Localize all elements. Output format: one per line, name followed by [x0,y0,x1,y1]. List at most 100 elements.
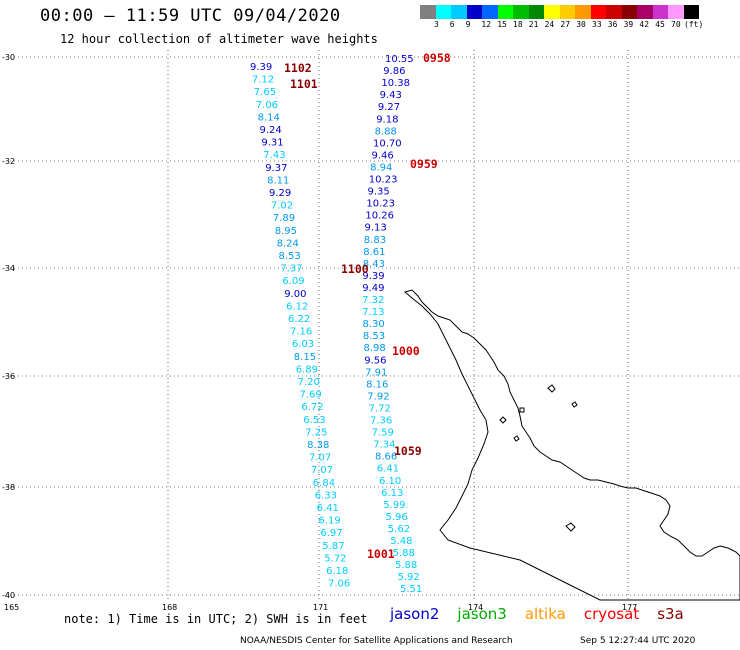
wave-height-label: 9.18 [376,114,398,125]
mission-altika: altika [524,605,566,623]
legend-tick-label: 30 [576,20,586,29]
pass-time-label: 1100 [341,262,369,276]
wave-height-label: 9.27 [378,102,400,113]
wave-height-label: 6.33 [315,490,337,501]
wave-height-label: 7.16 [290,327,312,338]
pass-time-label: 1101 [290,77,318,91]
wave-height-label: 6.03 [292,339,314,350]
lon-label: 174 [468,603,483,612]
wave-height-label: 6.72 [301,402,323,413]
wave-height-label: 9.13 [365,223,387,234]
wave-height-label: 8.11 [267,175,289,186]
coastline-new-zealand [403,289,740,601]
wave-height-label: 9.35 [368,187,390,198]
wave-height-label: 7.06 [256,100,278,111]
pass-time-label: 0958 [423,51,451,65]
legend-swatch [621,5,637,19]
pass-time-label: 0959 [410,157,438,171]
legend-tick-label: 42 [639,20,650,29]
legend-swatches [420,5,740,19]
wave-height-label: 7.25 [305,427,327,438]
page-subtitle: 12 hour collection of altimeter wave hei… [60,32,378,46]
lon-label: 165 [4,603,19,612]
wave-height-label: 6.12 [286,301,308,312]
legend-swatch [606,5,622,19]
wave-height-label: 8.53 [279,251,301,262]
legend-unit: (ft) [684,20,704,29]
wave-height-label: 5.96 [386,512,408,523]
legend-swatch [590,5,606,19]
wave-height-label: 8.98 [364,343,386,354]
legend-swatch [497,5,513,19]
wave-height-label: 9.39 [250,62,272,73]
wave-height-label: 7.32 [362,295,384,306]
legend-swatch [544,5,560,19]
legend-tick-label: 6 [449,20,455,29]
legend-tick-label: 36 [607,20,618,29]
legend-tick-label: 12 [481,20,492,29]
lat-label: -32 [2,157,15,166]
wave-height-label: 10.70 [373,138,402,149]
lat-label: -38 [2,483,15,492]
legend-tick-label: 15 [497,20,507,29]
legend-swatch [575,5,591,19]
legend-swatch [559,5,575,19]
legend-swatch [637,5,653,19]
lat-label: -36 [2,372,15,381]
wave-height-label: 5.88 [393,548,415,559]
wave-height-label: 8.30 [363,319,385,330]
wave-height-label: 5.88 [395,560,417,571]
wave-height-label: 9.39 [362,271,384,282]
legend-tick-label: 39 [623,20,634,29]
mission-s3a: s3a [657,605,684,623]
wave-height-label: 10.38 [381,78,410,89]
coastline-islands [499,384,578,532]
wave-height-label: 6.84 [313,478,335,489]
wave-height-label: 7.92 [367,391,389,402]
wave-height-label: 6.22 [288,314,310,325]
pass-time-label: 1102 [284,61,312,75]
wave-height-label: 8.83 [364,235,386,246]
wave-height-label: 8.38 [307,440,329,451]
wave-height-label: 7.36 [370,416,392,427]
wave-height-label: 7.72 [369,404,391,415]
lon-label: 168 [162,603,177,612]
wave-height-label: 5.72 [324,553,346,564]
wave-height-label: 7.07 [311,465,333,476]
color-legend: 3 6 9 12 15 18 21 24 27 30 33 36 39 42 45 70 (ft) [420,5,740,31]
footer-note: note: 1) Time is in UTC; 2) SWH is in fe… [64,612,368,626]
wave-height-label: 10.23 [369,175,398,186]
legend-tick-label: 27 [560,20,571,29]
wave-height-label: 7.02 [271,201,293,212]
mission-cryosat: cryosat [583,605,640,623]
legend-swatch [482,5,498,19]
wave-height-label: 10.23 [366,199,395,210]
wave-height-label: 10.26 [365,211,394,222]
wave-height-label: 10.55 [385,54,414,65]
legend-swatch [451,5,467,19]
wave-height-label: 6.19 [319,516,341,527]
wave-height-label: 9.46 [372,150,394,161]
wave-height-label: 9.43 [380,90,402,101]
wave-height-label: 9.56 [364,355,386,366]
wave-height-label: 6.41 [377,464,399,475]
legend-swatch [466,5,482,19]
legend-tick-label: 45 [655,20,665,29]
wave-height-label: 8.95 [275,226,297,237]
legend-swatch [652,5,668,19]
pass-time-label: 1001 [367,547,395,561]
legend-swatch [528,5,544,19]
legend-swatch [683,5,699,19]
time-labels: 1102 1101 0958 0959 1100 1000 1059 1001 [284,51,451,561]
wave-height-label: 7.59 [372,428,394,439]
wave-height-label: 7.06 [328,579,350,590]
wave-height-label: 7.20 [298,377,320,388]
page-title: 00:00 – 11:59 UTC 09/04/2020 [40,6,341,26]
wave-height-label: 7.12 [252,75,274,86]
legend-tick-label: 21 [528,20,539,29]
wave-height-label: 7.34 [373,440,395,451]
legend-swatch [435,5,451,19]
wave-height-label: 7.91 [365,367,387,378]
wave-height-label: 9.31 [261,138,283,149]
